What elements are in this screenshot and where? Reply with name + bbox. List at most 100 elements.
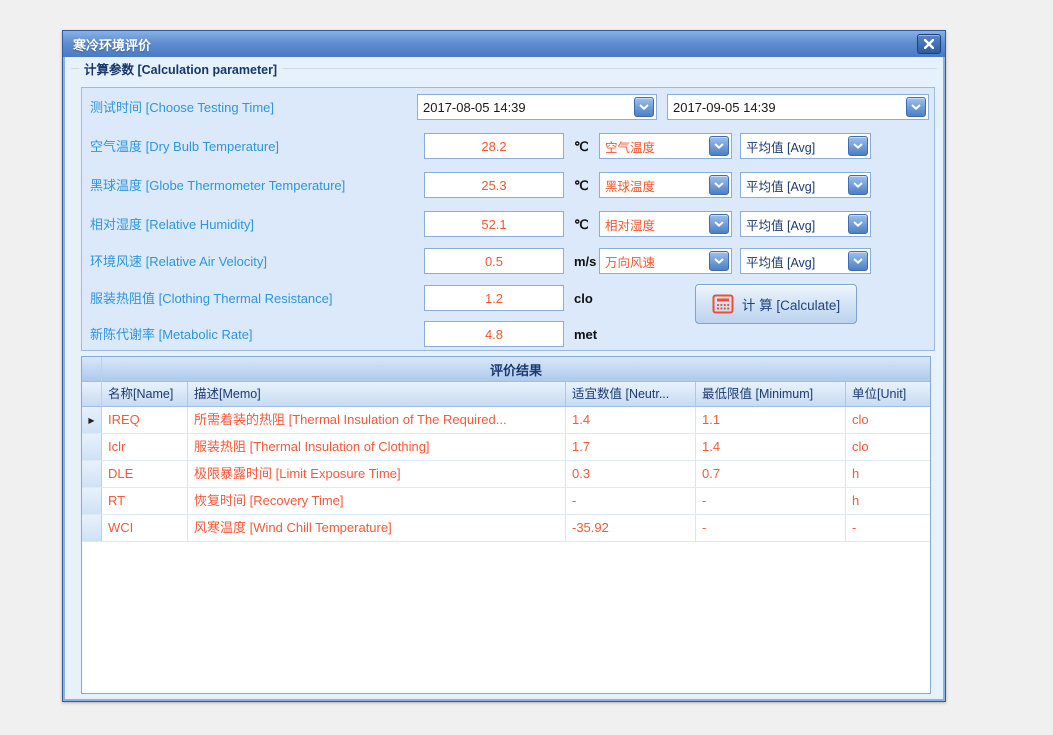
metabolic-label: 新陈代谢率 [Metabolic Rate] xyxy=(90,327,253,342)
humidity-source-select[interactable]: 相对湿度 xyxy=(599,211,732,237)
param-row-globe-temp: 黑球温度 [Globe Thermometer Temperature] ℃ 黑… xyxy=(82,172,934,199)
column-header-memo[interactable]: 描述[Memo] xyxy=(188,382,566,407)
metabolic-unit: met xyxy=(574,327,598,342)
start-datetime-picker[interactable]: 2017-08-05 14:39 xyxy=(417,94,657,120)
air-velocity-stat-select[interactable]: 平均值 [Avg] xyxy=(740,248,871,274)
dry-bulb-stat-select[interactable]: 平均值 [Avg] xyxy=(740,133,871,159)
groupbox-label: 计算参数 [Calculation parameter] xyxy=(79,59,283,78)
param-row-metabolic: 新陈代谢率 [Metabolic Rate] met xyxy=(82,321,934,348)
cell-neutral: 1.7 xyxy=(566,434,696,460)
calculate-button[interactable]: 计 算 [Calculate] xyxy=(695,284,857,324)
chevron-down-icon xyxy=(709,175,729,195)
table-row-iclr[interactable]: Iclr 服装热阻 [Thermal Insulation of Clothin… xyxy=(82,434,930,461)
cell-name: Iclr xyxy=(102,434,188,460)
cell-unit: h xyxy=(852,493,860,508)
globe-temp-stat-select[interactable]: 平均值 [Avg] xyxy=(740,172,871,198)
chevron-down-icon xyxy=(848,214,868,234)
source-value: 空气温度 xyxy=(605,140,656,155)
column-header-name[interactable]: 名称[Name] xyxy=(102,382,188,407)
humidity-stat-select[interactable]: 平均值 [Avg] xyxy=(740,211,871,237)
cell-unit: clo xyxy=(852,439,869,454)
row-selector-cell xyxy=(82,515,102,541)
humidity-unit: ℃ xyxy=(574,217,589,232)
air-velocity-source-select[interactable]: 万向风速 xyxy=(599,248,732,274)
chevron-down-icon xyxy=(709,214,729,234)
cold-environment-evaluation-dialog: 寒冷环境评价 计算参数 [Calculation parameter] 测试时间… xyxy=(62,30,946,702)
cell-unit: h xyxy=(852,466,860,481)
globe-temp-unit: ℃ xyxy=(574,178,589,193)
column-header-minimum[interactable]: 最低限值 [Minimum] xyxy=(696,382,846,407)
globe-temp-label: 黑球温度 [Globe Thermometer Temperature] xyxy=(90,178,346,193)
humidity-input[interactable] xyxy=(424,211,564,237)
cell-memo: 极限暴露时间 [Limit Exposure Time] xyxy=(188,461,566,487)
source-value: 万向风速 xyxy=(605,255,656,270)
cell-unit: - xyxy=(852,520,857,535)
cell-minimum: 1.4 xyxy=(696,434,846,460)
results-title: 评价结果 xyxy=(102,357,930,382)
close-icon xyxy=(924,39,934,49)
selected-row-arrow-icon: ▶ xyxy=(88,415,95,425)
calculate-button-label: 计 算 [Calculate] xyxy=(741,298,841,313)
cell-neutral: 0.3 xyxy=(566,461,696,487)
dialog-body: 计算参数 [Calculation parameter] 测试时间 [Choos… xyxy=(63,57,945,701)
end-datetime-value: 2017-09-05 14:39 xyxy=(673,99,776,115)
cell-name: WCI xyxy=(102,515,188,541)
cell-neutral: 1.4 xyxy=(566,407,696,433)
clothing-unit: clo xyxy=(574,291,593,306)
calculator-icon xyxy=(712,294,734,314)
row-selector-cell xyxy=(82,488,102,514)
dry-bulb-input[interactable] xyxy=(424,133,564,159)
cell-memo: 所需着装的热阻 [Thermal Insulation of The Requi… xyxy=(188,407,566,433)
dry-bulb-label: 空气温度 [Dry Bulb Temperature] xyxy=(90,139,280,154)
clothing-label: 服装热阻值 [Clothing Thermal Resistance] xyxy=(90,291,333,306)
param-row-humidity: 相对湿度 [Relative Humidity] ℃ 相对湿度 平均值 [Avg… xyxy=(82,211,934,238)
groupbox-border xyxy=(71,68,937,69)
cell-memo: 恢复时间 [Recovery Time] xyxy=(188,488,566,514)
testing-time-label: 测试时间 [Choose Testing Time] xyxy=(90,100,274,115)
metabolic-input[interactable] xyxy=(424,321,564,347)
end-datetime-picker[interactable]: 2017-09-05 14:39 xyxy=(667,94,929,120)
globe-temp-input[interactable] xyxy=(424,172,564,198)
param-row-air-velocity: 环境风速 [Relative Air Velocity] m/s 万向风速 平均… xyxy=(82,248,934,275)
chevron-down-icon xyxy=(709,251,729,271)
chevron-down-icon xyxy=(848,251,868,271)
table-row-wci[interactable]: WCI 风寒温度 [Wind Chill Temperature] -35.92… xyxy=(82,515,930,542)
cell-memo: 服装热阻 [Thermal Insulation of Clothing] xyxy=(188,434,566,460)
stat-value: 平均值 [Avg] xyxy=(746,218,816,233)
param-row-testing-time: 测试时间 [Choose Testing Time] 2017-08-05 14… xyxy=(82,94,934,121)
results-caption-row: 评价结果 xyxy=(82,357,930,382)
globe-temp-source-select[interactable]: 黑球温度 xyxy=(599,172,732,198)
table-row-rt[interactable]: RT 恢复时间 [Recovery Time] - - h xyxy=(82,488,930,515)
cell-name: RT xyxy=(102,488,188,514)
cell-neutral: -35.92 xyxy=(566,515,696,541)
title-bar[interactable]: 寒冷环境评价 xyxy=(63,31,945,57)
calculation-parameter-panel: 测试时间 [Choose Testing Time] 2017-08-05 14… xyxy=(81,87,935,351)
chevron-down-icon xyxy=(709,136,729,156)
cell-unit: clo xyxy=(852,412,869,427)
close-button[interactable] xyxy=(917,34,941,54)
column-header-neutral[interactable]: 适宜数值 [Neutr... xyxy=(566,382,696,407)
air-velocity-label: 环境风速 [Relative Air Velocity] xyxy=(90,254,267,269)
row-selector-cell xyxy=(82,434,102,460)
table-row-dle[interactable]: DLE 极限暴露时间 [Limit Exposure Time] 0.3 0.7… xyxy=(82,461,930,488)
chevron-down-icon xyxy=(634,97,654,117)
row-selector-cell xyxy=(82,461,102,487)
air-velocity-input[interactable] xyxy=(424,248,564,274)
stat-value: 平均值 [Avg] xyxy=(746,179,816,194)
param-row-dry-bulb: 空气温度 [Dry Bulb Temperature] ℃ 空气温度 平均值 [… xyxy=(82,133,934,160)
source-value: 相对湿度 xyxy=(605,218,656,233)
indicator-header-cell xyxy=(82,382,102,407)
indicator-header-cell xyxy=(82,357,102,382)
stat-value: 平均值 [Avg] xyxy=(746,140,816,155)
cell-minimum: 0.7 xyxy=(696,461,846,487)
results-header-row: 名称[Name] 描述[Memo] 适宜数值 [Neutr... 最低限值 [M… xyxy=(82,382,930,407)
air-velocity-unit: m/s xyxy=(574,254,597,269)
table-row-ireq[interactable]: ▶ IREQ 所需着装的热阻 [Thermal Insulation of Th… xyxy=(82,407,930,434)
clothing-input[interactable] xyxy=(424,285,564,311)
cell-name: IREQ xyxy=(102,407,188,433)
column-header-unit[interactable]: 单位[Unit] xyxy=(846,382,930,407)
cell-name: DLE xyxy=(102,461,188,487)
results-table: 评价结果 名称[Name] 描述[Memo] 适宜数值 [Neutr... 最低… xyxy=(81,356,931,694)
window-title: 寒冷环境评价 xyxy=(73,37,152,53)
dry-bulb-source-select[interactable]: 空气温度 xyxy=(599,133,732,159)
